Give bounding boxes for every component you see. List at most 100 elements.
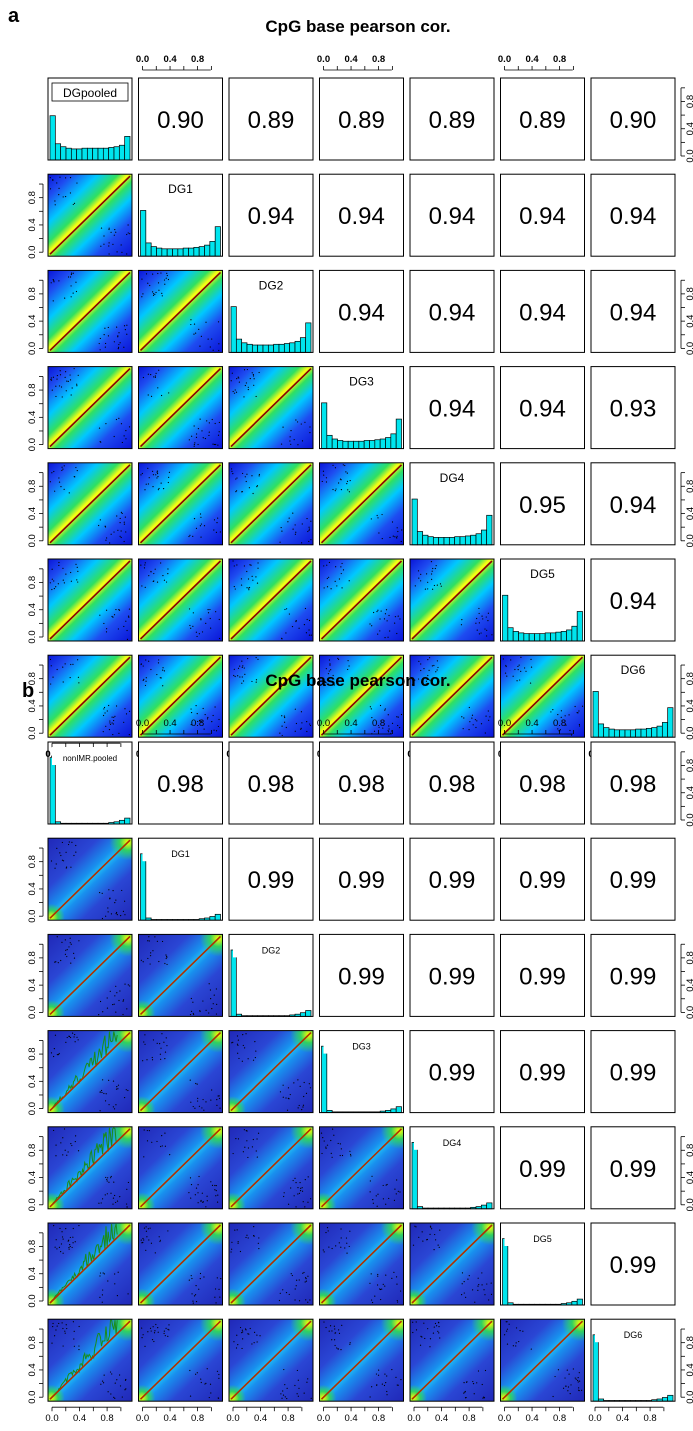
scatter-point [56, 374, 59, 377]
scatter-point [338, 1329, 340, 1331]
cell-frame [590, 1126, 676, 1210]
tick-label: 0.0 [27, 1198, 38, 1211]
scatter-point [193, 323, 196, 325]
scatter-point [103, 706, 106, 709]
scatter-point [247, 1237, 249, 1239]
scatter-point [160, 394, 163, 397]
scatter-point [335, 1245, 337, 1247]
cell-frame [228, 77, 314, 161]
fit-line [49, 1224, 131, 1304]
scatter-point [340, 1246, 342, 1248]
fit-line [139, 560, 222, 640]
scatter-point [397, 530, 399, 533]
scatter-point [237, 667, 240, 669]
variable-label-box [142, 179, 219, 198]
scatter-point [424, 588, 427, 590]
scatter-point [69, 276, 72, 278]
scatter-point [115, 418, 118, 421]
scatter-point [159, 1239, 161, 1241]
scatter-point [242, 665, 244, 667]
scatter-point [120, 423, 123, 425]
scatter-point [247, 657, 249, 660]
scatter-point [334, 490, 336, 492]
scatter-point [347, 489, 349, 491]
scatter-point [62, 681, 64, 683]
scatter-point [299, 1181, 301, 1184]
histogram-bar [480, 1204, 488, 1210]
scatter-point [375, 1195, 377, 1197]
scatter-point [104, 346, 106, 348]
variable-label-box [414, 1131, 490, 1150]
correlation-value: 0.93 [610, 396, 657, 423]
tick-label: 0.0 [27, 1391, 38, 1404]
cell-frame [138, 1318, 223, 1402]
scatter-point [420, 573, 422, 575]
scatter-point [161, 292, 163, 294]
scatter-point [328, 561, 331, 564]
scatter-point [320, 1132, 323, 1134]
scatter-point [309, 1299, 311, 1301]
cell-frame [319, 269, 404, 353]
scatter-point [438, 1332, 440, 1334]
scatter-point [377, 1273, 379, 1276]
scatter-point [570, 1384, 572, 1386]
tick-label: 0.4 [685, 315, 693, 328]
scatter-point [245, 1329, 247, 1331]
scatter-point [339, 1154, 341, 1157]
scatter-point [150, 373, 152, 376]
scatter-point [191, 435, 193, 437]
scatter-point [510, 659, 512, 661]
scatter-point [152, 273, 154, 275]
scatter-point [393, 1271, 395, 1273]
pairs-cell: 0.94 [409, 173, 495, 257]
scatter-point [207, 338, 209, 340]
scatter-point [389, 536, 391, 539]
scatter-point [109, 722, 111, 724]
scatter-point [217, 1194, 219, 1196]
scatter-point [341, 1154, 344, 1157]
scatter-point [472, 1289, 474, 1291]
histogram-bar [145, 242, 152, 257]
cell-frame [47, 933, 133, 1017]
scatter-point [154, 1252, 156, 1254]
scatter-point [64, 195, 67, 198]
scatter-point [125, 1089, 127, 1091]
scatter-point [467, 1278, 469, 1280]
pairs-cell: 0.90 [138, 77, 223, 161]
scatter-point [53, 580, 55, 582]
scatter-point [213, 994, 215, 996]
scatter-point [157, 475, 159, 478]
scatter-point [235, 1347, 238, 1349]
scatter-point [156, 470, 159, 472]
cell-frame [409, 77, 495, 161]
scatter-point [476, 1382, 478, 1384]
scatter-point [308, 526, 310, 528]
scatter-point [209, 1383, 212, 1385]
scatter-point [244, 1047, 246, 1049]
scatter-point [52, 179, 54, 181]
scatter-point [70, 285, 72, 287]
scatter-point [105, 631, 108, 633]
scatter-point [304, 1277, 307, 1279]
cell-frame [500, 654, 585, 738]
histogram-bar [214, 226, 221, 257]
scatter-point [237, 1242, 239, 1244]
histogram-bar [49, 115, 56, 161]
scatter-point [346, 483, 348, 485]
scatter-point [283, 1368, 285, 1371]
histogram-bar [390, 433, 397, 449]
scatter-point [286, 1397, 288, 1400]
scatter-point [60, 854, 62, 857]
tick-label: 0.4 [525, 54, 539, 65]
pairs-cell [47, 173, 133, 257]
scatter-point [106, 710, 108, 712]
scatter-point [166, 274, 168, 277]
scatter-point [195, 1082, 197, 1085]
scatter-point [285, 608, 288, 610]
scatter-point [115, 911, 118, 914]
scatter-point [61, 469, 63, 472]
scatter-point [258, 475, 260, 477]
scatter-point [211, 1184, 214, 1186]
